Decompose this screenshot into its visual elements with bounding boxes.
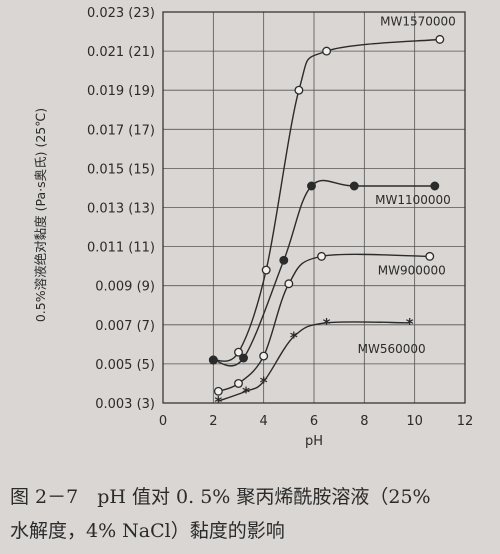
data-point	[294, 85, 304, 95]
data-point	[259, 351, 269, 361]
y-tick-label: 0.013 (13)	[87, 202, 155, 217]
x-tick-label: 2	[209, 414, 217, 429]
data-point	[279, 255, 289, 265]
data-point-star: *	[323, 315, 331, 333]
series-label: MW1570000	[380, 14, 456, 28]
data-point	[213, 386, 223, 396]
data-point-star: *	[260, 373, 268, 391]
axes: 0.003 (3) 0.005 (5) 0.007 (7) 0.009 (9) 0.01…	[87, 6, 473, 449]
y-tick-label: 0.009 (9)	[95, 280, 155, 295]
data-point	[317, 251, 326, 261]
y-axis-title-box: 0.5%溶液绝对黏度 (Pa·s奥氏) (25℃)	[34, 108, 48, 322]
data-point	[425, 251, 435, 261]
data-point	[307, 181, 316, 191]
data-point	[284, 279, 294, 289]
figure-caption-line-2: 水解度，4% NaCl）黏度的影响	[10, 520, 285, 542]
x-tick-label: 4	[260, 414, 268, 429]
data-point	[239, 353, 248, 363]
series-label: MW560000	[358, 342, 426, 356]
series-group: * * * * * *	[208, 34, 445, 411]
y-tick-label: 0.021 (21)	[87, 45, 155, 60]
y-tick-label: 0.007 (7)	[95, 319, 155, 334]
data-point	[208, 355, 218, 365]
series-label: MW1100000	[375, 193, 451, 207]
chart-svg: 0.003 (3) 0.005 (5) 0.007 (7) 0.009 (9) 0.01…	[87, 6, 473, 449]
data-point	[430, 181, 440, 191]
data-point	[261, 265, 271, 275]
data-point	[349, 181, 359, 191]
data-point-star: *	[290, 329, 298, 347]
data-point-star: *	[406, 315, 414, 333]
data-point-star: *	[242, 383, 250, 401]
figure-caption-line-1: 图 2－7 pH 值对 0. 5% 聚丙烯酰胺溶液（25%	[10, 486, 431, 508]
y-axis-title: 0.5%溶液绝对黏度 (Pa·s奥氏) (25℃)	[34, 108, 48, 322]
y-tick-label: 0.023 (23)	[87, 6, 155, 21]
x-tick-label: 10	[406, 414, 423, 429]
x-axis-title: pH	[305, 434, 323, 449]
x-tick-label: 0	[159, 414, 167, 429]
y-tick-label: 0.017 (17)	[87, 123, 155, 138]
y-tick-label: 0.019 (19)	[87, 84, 155, 99]
series-label: MW900000	[378, 263, 446, 277]
plot-frame	[162, 11, 466, 404]
data-point	[435, 34, 445, 44]
y-tick-label: 0.011 (11)	[87, 241, 155, 256]
data-point	[234, 379, 243, 388]
data-point	[322, 46, 332, 56]
y-tick-label: 0.003 (3)	[95, 397, 155, 412]
x-tick-label: 8	[360, 414, 368, 429]
y-tick-label: 0.005 (5)	[95, 358, 155, 373]
x-tick-label: 6	[310, 414, 318, 429]
series-labels: MW1570000 MW1100000 MW900000 MW560000	[358, 14, 456, 355]
x-tick-label: 12	[457, 414, 474, 429]
series-line	[218, 321, 410, 402]
y-tick-label: 0.015 (15)	[87, 162, 155, 177]
data-point	[234, 347, 243, 357]
chart-area: 0.003 (3) 0.005 (5) 0.007 (7) 0.009 (9) 0.01…	[34, 6, 473, 449]
data-point-star: *	[214, 393, 222, 411]
